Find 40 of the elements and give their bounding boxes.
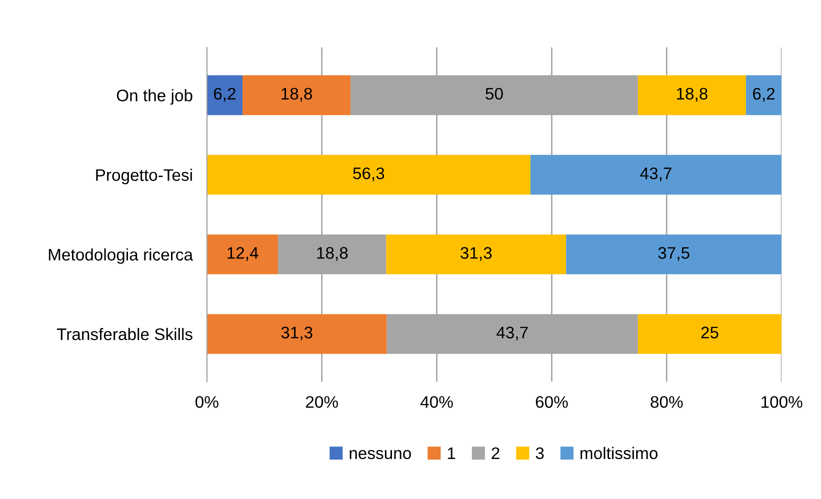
legend-label: nessuno	[350, 450, 411, 460]
bar	[638, 314, 782, 354]
bar	[242, 75, 351, 116]
bar	[638, 75, 746, 116]
y-tick-label: Progetto-Tesi	[96, 168, 192, 184]
bar	[206, 75, 243, 116]
bar	[206, 314, 387, 354]
data-label: 56,3	[353, 167, 384, 182]
x-tick-label: 60%	[536, 396, 568, 408]
legend-label: 2	[492, 447, 500, 459]
legend-label: 3	[536, 447, 544, 460]
bar	[386, 234, 566, 274]
data-label: 31,3	[460, 247, 492, 261]
data-label: 18,8	[282, 88, 312, 102]
bar	[530, 154, 782, 195]
data-label: 50	[486, 88, 503, 100]
data-label: 18,8	[676, 88, 708, 102]
data-label: 37,5	[658, 247, 690, 261]
data-label: 31,3	[281, 326, 312, 340]
bar	[746, 75, 782, 116]
data-label: 6,2	[753, 88, 775, 102]
legend-label: 1	[448, 447, 456, 459]
x-tick-label: 100%	[762, 396, 802, 408]
x-tick-label: 40%	[420, 396, 453, 408]
bar	[206, 154, 530, 195]
x-tick-label: 0%	[196, 396, 218, 408]
data-label: 18,8	[317, 247, 348, 261]
data-label: 12,4	[228, 247, 258, 261]
data-label: 43,7	[640, 167, 672, 182]
y-tick-label: Transferable Skills	[56, 328, 192, 340]
bar	[206, 234, 278, 274]
data-label: 43,7	[496, 326, 528, 340]
bar	[566, 234, 782, 274]
x-tick-label: 20%	[306, 396, 338, 408]
y-tick-label: Metodologia ricerca	[48, 248, 194, 264]
legend-label: moltissimo	[580, 446, 658, 460]
data-label: 6,2	[214, 88, 236, 102]
y-tick-label: On the job	[116, 89, 192, 105]
x-tick-label: 80%	[650, 396, 683, 408]
data-label: 25	[701, 326, 718, 338]
